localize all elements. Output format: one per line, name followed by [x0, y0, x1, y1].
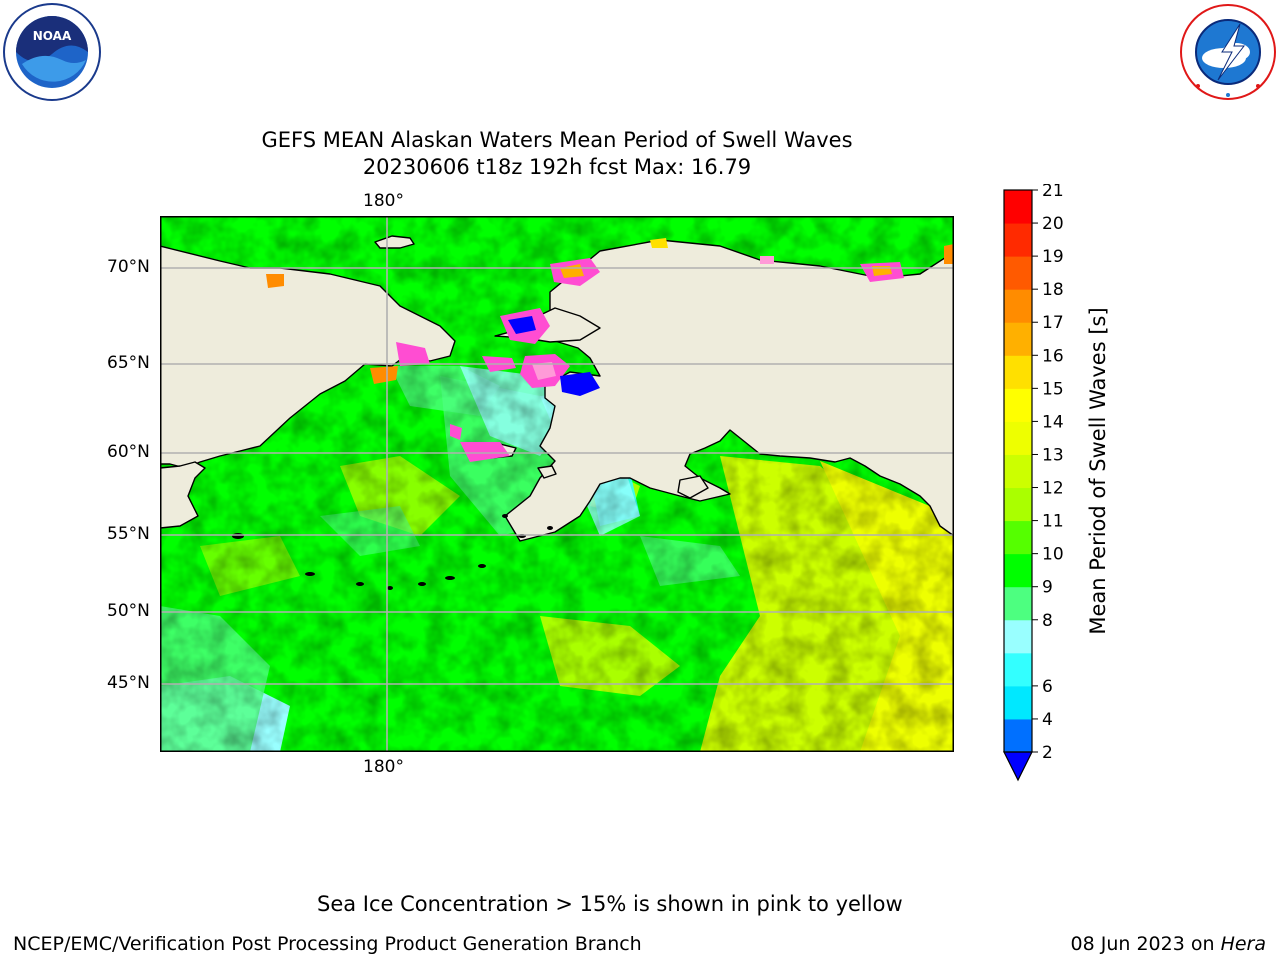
colorbar-tick-label: 11	[1042, 512, 1064, 532]
colorbar-segment	[1004, 190, 1032, 224]
noaa-logo-text: NOAA	[33, 29, 72, 43]
siberia-south-coast	[160, 461, 206, 529]
nunivak-island	[537, 465, 557, 479]
colorbar-tick-label: 4	[1042, 710, 1053, 730]
sea-ice	[266, 238, 954, 462]
footer-date-text: 08 Jun 2023 on	[1070, 933, 1221, 955]
colorbar-segment	[1004, 454, 1032, 489]
colorbar-tick-label: 13	[1042, 445, 1064, 465]
colorbar-tick-label: 9	[1042, 578, 1053, 598]
sea-ice-note: Sea Ice Concentration > 15% is shown in …	[317, 892, 903, 916]
footer-machine: Hera	[1220, 933, 1266, 955]
noaa-logo: NOAA	[3, 3, 101, 101]
swell-period-map	[160, 216, 954, 752]
colorbar: 2 4 6 8 9 10 11 12 13 14 15 16 17 18 19 20 21	[1003, 184, 1064, 782]
colorbar-segment	[1004, 685, 1032, 720]
latitude-label-50: 50°N	[107, 601, 150, 621]
colorbar-segment	[1004, 520, 1032, 555]
footer-credit: NCEP/EMC/Verification Post Processing Pr…	[13, 933, 642, 955]
latitude-label-60: 60°N	[107, 442, 150, 462]
colorbar-tick-label: 18	[1042, 280, 1064, 300]
colorbar-segment	[1004, 289, 1032, 323]
colorbar-segment	[1004, 256, 1032, 290]
colorbar-segment	[1004, 553, 1032, 588]
colorbar-segment	[1004, 223, 1032, 257]
colorbar-tick-label: 8	[1042, 611, 1053, 631]
colorbar-label: Mean Period of Swell Waves [s]	[1086, 307, 1110, 635]
colorbar-segment	[1004, 421, 1032, 455]
colorbar-segment	[1004, 586, 1032, 621]
colorbar-extend-arrow	[1003, 751, 1033, 782]
colorbar-tick-label: 20	[1042, 214, 1064, 234]
colorbar-tick-label: 17	[1042, 313, 1064, 333]
chart-subtitle: 20230606 t18z 192h fcst Max: 16.79	[362, 155, 752, 179]
latitude-label-55: 55°N	[107, 524, 150, 544]
colorbar-tick-label: 16	[1042, 346, 1064, 366]
colorbar-tick-label: 6	[1042, 677, 1053, 697]
latitude-label-65: 65°N	[107, 353, 150, 373]
colorbar-tick-label: 21	[1042, 184, 1064, 201]
colorbar-segment	[1004, 652, 1032, 687]
colorbar-tick-label: 14	[1042, 412, 1064, 432]
chukotka-land	[160, 245, 456, 469]
colorbar-segment	[1004, 388, 1032, 422]
colorbar-tick-label: 19	[1042, 247, 1064, 267]
latitude-label-70: 70°N	[107, 257, 150, 277]
colorbar-tick-label: 2	[1042, 743, 1053, 763]
colorbar-border	[1003, 189, 1033, 753]
colorbar-segment	[1004, 619, 1032, 654]
colorbar-segment	[1004, 718, 1032, 753]
colorbar-segment	[1004, 355, 1032, 389]
latitude-label-45: 45°N	[107, 673, 150, 693]
land-masses	[160, 235, 954, 542]
colorbar-tick-label: 12	[1042, 479, 1064, 499]
longitude-label-bottom: 180°	[363, 757, 404, 777]
longitude-label-top: 180°	[363, 191, 404, 211]
nws-logo	[1180, 4, 1276, 100]
colorbar-segment	[1004, 322, 1032, 356]
map-gridlines	[160, 216, 954, 752]
wrangel-island	[374, 235, 415, 249]
chart-title: GEFS MEAN Alaskan Waters Mean Period of …	[261, 128, 853, 152]
colorbar-tick-label: 10	[1042, 545, 1064, 565]
colorbar-segment	[1004, 487, 1032, 522]
kodiak-island	[677, 475, 709, 499]
colorbar-tick-label: 15	[1042, 379, 1064, 399]
footer-date: 08 Jun 2023 on Hera	[1071, 933, 1266, 955]
